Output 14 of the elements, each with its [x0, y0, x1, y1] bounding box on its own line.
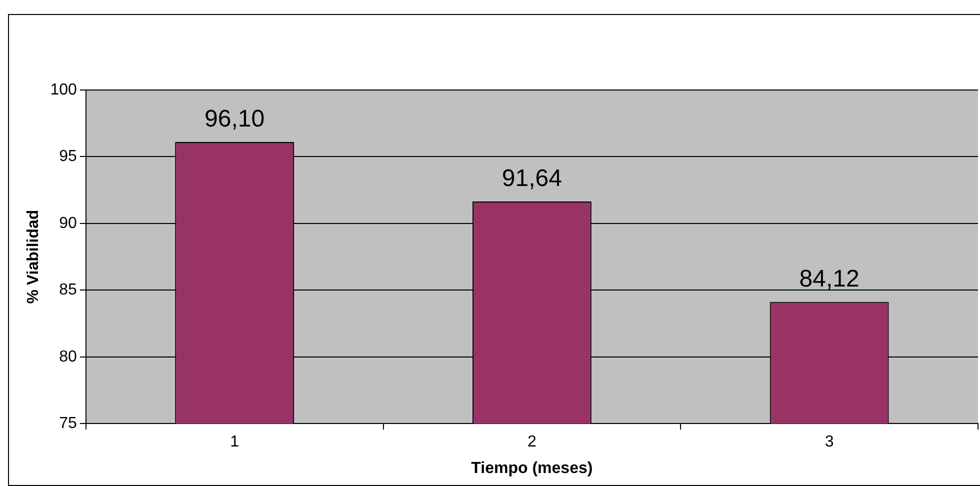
data-label: 96,10: [204, 106, 265, 133]
data-label: 84,12: [799, 266, 860, 293]
x-axis-title: Tiempo (meses): [471, 460, 593, 477]
data-label: 91,64: [502, 165, 562, 192]
y-axis-title: % Viabilidad: [25, 210, 42, 304]
y-tick-label: 75: [59, 415, 77, 432]
x-tick-label: 2: [527, 434, 536, 451]
y-tick-label: 85: [59, 282, 77, 299]
x-tick-label: 3: [824, 434, 834, 451]
y-tick-label: 100: [50, 81, 77, 98]
y-tick-label: 80: [59, 348, 77, 366]
x-tick-label: 1: [230, 434, 240, 451]
y-tick-label: 95: [59, 148, 77, 166]
y-tick-label: 90: [59, 214, 77, 232]
